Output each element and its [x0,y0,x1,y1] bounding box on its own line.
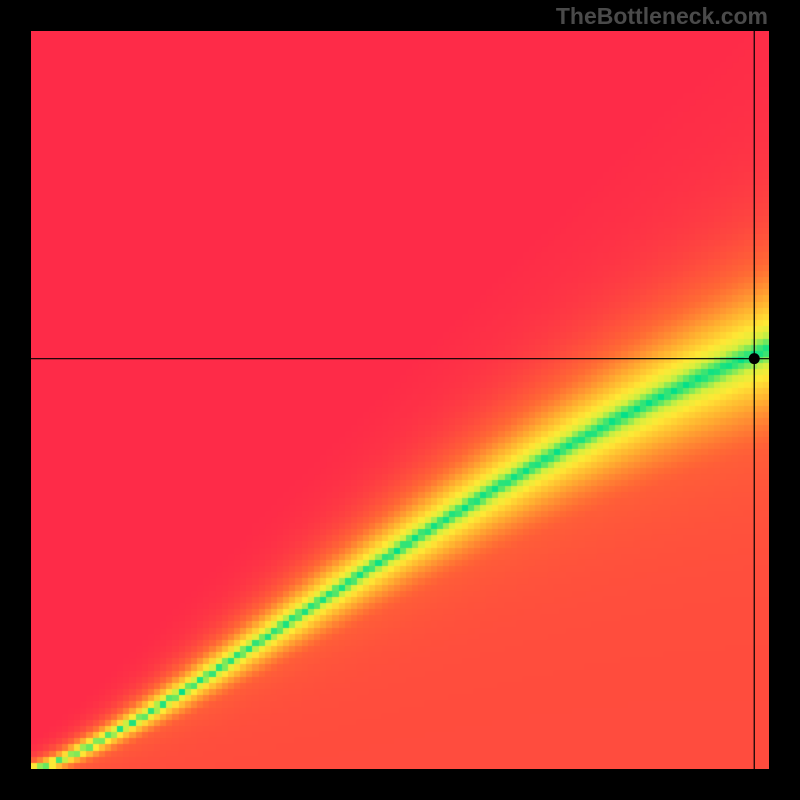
bottleneck-heatmap [31,31,769,769]
watermark-text: TheBottleneck.com [556,3,768,30]
chart-container: TheBottleneck.com [0,0,800,800]
